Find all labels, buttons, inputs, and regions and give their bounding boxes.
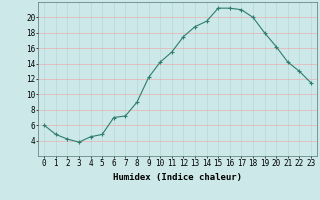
X-axis label: Humidex (Indice chaleur): Humidex (Indice chaleur) — [113, 173, 242, 182]
